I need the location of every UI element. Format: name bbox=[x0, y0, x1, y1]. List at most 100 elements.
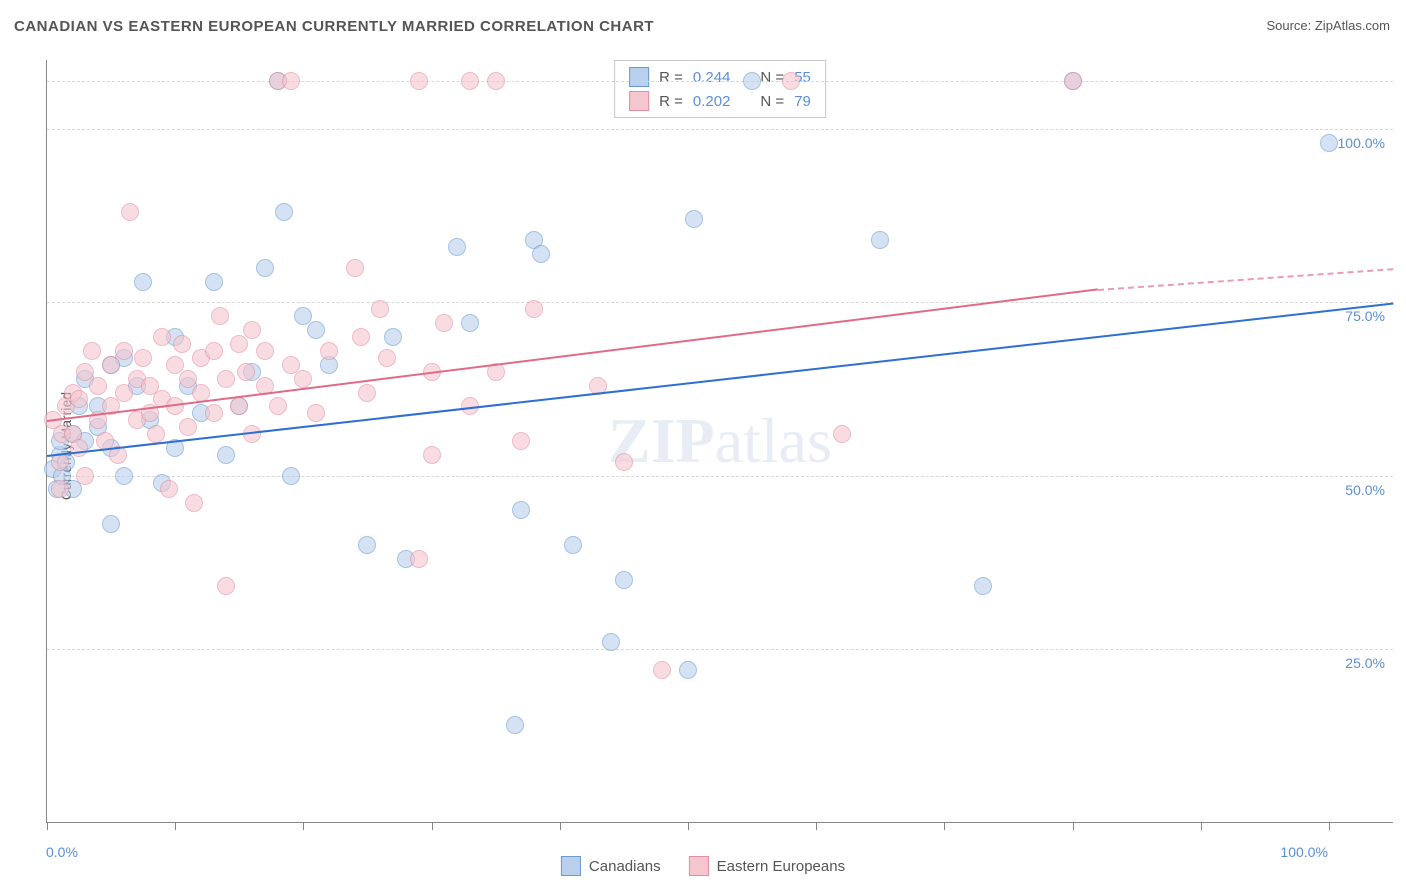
source-name: ZipAtlas.com bbox=[1315, 18, 1390, 33]
y-tick-label: 75.0% bbox=[1345, 308, 1385, 324]
data-point bbox=[525, 300, 543, 318]
series-legend: Canadians Eastern Europeans bbox=[561, 856, 845, 876]
data-point bbox=[461, 314, 479, 332]
data-point bbox=[448, 238, 466, 256]
data-point bbox=[147, 425, 165, 443]
data-point bbox=[51, 480, 69, 498]
data-point bbox=[506, 716, 524, 734]
data-point bbox=[653, 661, 671, 679]
data-point bbox=[256, 342, 274, 360]
x-tick bbox=[175, 822, 176, 830]
data-point bbox=[70, 439, 88, 457]
legend-label: Canadians bbox=[589, 858, 661, 875]
data-point bbox=[237, 363, 255, 381]
data-point bbox=[282, 72, 300, 90]
data-point bbox=[532, 245, 550, 263]
data-point bbox=[410, 72, 428, 90]
data-point bbox=[230, 335, 248, 353]
x-tick bbox=[1329, 822, 1330, 830]
data-point bbox=[205, 273, 223, 291]
x-tick bbox=[688, 822, 689, 830]
data-point bbox=[134, 273, 152, 291]
data-point bbox=[192, 384, 210, 402]
data-point bbox=[615, 453, 633, 471]
x-tick bbox=[303, 822, 304, 830]
data-point bbox=[435, 314, 453, 332]
data-point bbox=[115, 342, 133, 360]
legend-swatch bbox=[629, 91, 649, 111]
legend-swatch bbox=[689, 856, 709, 876]
data-point bbox=[185, 494, 203, 512]
data-point bbox=[102, 515, 120, 533]
data-point bbox=[211, 307, 229, 325]
data-point bbox=[833, 425, 851, 443]
y-tick-label: 100.0% bbox=[1338, 135, 1385, 151]
stats-legend-row: R = 0.202 N = 79 bbox=[629, 89, 811, 113]
data-point bbox=[512, 432, 530, 450]
data-point bbox=[358, 536, 376, 554]
data-point bbox=[358, 384, 376, 402]
y-tick-label: 50.0% bbox=[1345, 482, 1385, 498]
data-point bbox=[384, 328, 402, 346]
data-point bbox=[205, 404, 223, 422]
data-point bbox=[275, 203, 293, 221]
gridline bbox=[47, 649, 1393, 650]
data-point bbox=[679, 661, 697, 679]
x-tick bbox=[47, 822, 48, 830]
data-point bbox=[685, 210, 703, 228]
gridline bbox=[47, 302, 1393, 303]
data-point bbox=[307, 321, 325, 339]
r-value: 0.202 bbox=[693, 93, 731, 110]
gridline bbox=[47, 81, 1393, 82]
x-tick bbox=[816, 822, 817, 830]
data-point bbox=[743, 72, 761, 90]
r-label: R = bbox=[659, 69, 683, 86]
r-label: R = bbox=[659, 93, 683, 110]
data-point bbox=[1064, 72, 1082, 90]
data-point bbox=[243, 321, 261, 339]
data-point bbox=[205, 342, 223, 360]
x-tick bbox=[560, 822, 561, 830]
legend-item: Canadians bbox=[561, 856, 661, 876]
x-tick-label: 100.0% bbox=[1280, 844, 1327, 860]
data-point bbox=[89, 377, 107, 395]
data-point bbox=[378, 349, 396, 367]
data-point bbox=[410, 550, 428, 568]
x-tick bbox=[944, 822, 945, 830]
data-point bbox=[307, 404, 325, 422]
data-point bbox=[320, 342, 338, 360]
data-point bbox=[974, 577, 992, 595]
watermark: ZIPatlas bbox=[608, 404, 832, 478]
n-label: N = bbox=[760, 93, 784, 110]
watermark-light: atlas bbox=[715, 405, 832, 476]
data-point bbox=[76, 467, 94, 485]
n-value: 79 bbox=[794, 93, 811, 110]
n-label: N = bbox=[760, 69, 784, 86]
data-point bbox=[83, 342, 101, 360]
source-prefix: Source: bbox=[1266, 18, 1314, 33]
data-point bbox=[1320, 134, 1338, 152]
legend-label: Eastern Europeans bbox=[717, 858, 845, 875]
scatter-chart: ZIPatlas R =0.244N =55R =0.202N =79 25.0… bbox=[46, 60, 1393, 823]
data-point bbox=[102, 356, 120, 374]
legend-swatch bbox=[629, 67, 649, 87]
data-point bbox=[352, 328, 370, 346]
data-point bbox=[602, 633, 620, 651]
data-point bbox=[564, 536, 582, 554]
data-point bbox=[871, 231, 889, 249]
x-tick-label: 0.0% bbox=[46, 844, 78, 860]
chart-title: CANADIAN VS EASTERN EUROPEAN CURRENTLY M… bbox=[14, 18, 654, 35]
data-point bbox=[217, 446, 235, 464]
data-point bbox=[134, 349, 152, 367]
source-attribution: Source: ZipAtlas.com bbox=[1266, 18, 1390, 33]
data-point bbox=[269, 397, 287, 415]
data-point bbox=[217, 370, 235, 388]
data-point bbox=[487, 72, 505, 90]
data-point bbox=[256, 259, 274, 277]
x-tick bbox=[1073, 822, 1074, 830]
trend-line bbox=[1098, 268, 1393, 291]
data-point bbox=[294, 370, 312, 388]
gridline bbox=[47, 129, 1393, 130]
data-point bbox=[282, 467, 300, 485]
gridline bbox=[47, 476, 1393, 477]
